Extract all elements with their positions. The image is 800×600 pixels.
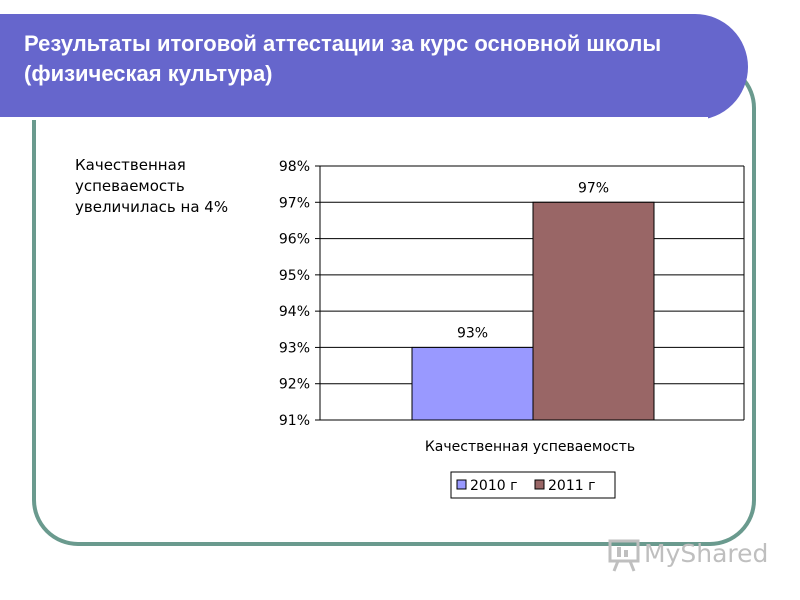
legend-label: 2011 г: [548, 478, 595, 494]
legend-swatch: [534, 479, 545, 490]
myshared-logo: MyShared: [608, 537, 768, 573]
title-bar: [0, 14, 748, 120]
data-label: 93%: [457, 325, 488, 341]
y-tick-label: 98%: [279, 159, 310, 175]
x-category-label: Качественная успеваемость: [425, 439, 635, 455]
y-tick-label: 92%: [279, 377, 310, 393]
title-underline: [0, 117, 708, 120]
bar-2010 г: [411, 346, 534, 421]
legend-label: 2010 г: [470, 478, 517, 494]
y-tick-label: 93%: [279, 340, 310, 356]
chart-note: Качественная успеваемость увеличилась на…: [75, 156, 229, 216]
bar-2011 г: [532, 201, 655, 421]
legend-box: [450, 471, 616, 499]
logo-text: MyShared: [644, 539, 769, 568]
presentation-board-icon: [608, 539, 640, 572]
legend-swatch: [456, 479, 467, 490]
y-tick-label: 94%: [279, 304, 310, 320]
data-label: 97%: [578, 180, 609, 196]
slide-title: Результаты итоговой аттестации за курс о…: [24, 31, 662, 86]
y-tick-label: 95%: [279, 268, 310, 284]
y-tick-label: 97%: [279, 195, 310, 211]
y-tick-label: 96%: [279, 232, 310, 248]
y-tick-label: 91%: [279, 413, 310, 429]
